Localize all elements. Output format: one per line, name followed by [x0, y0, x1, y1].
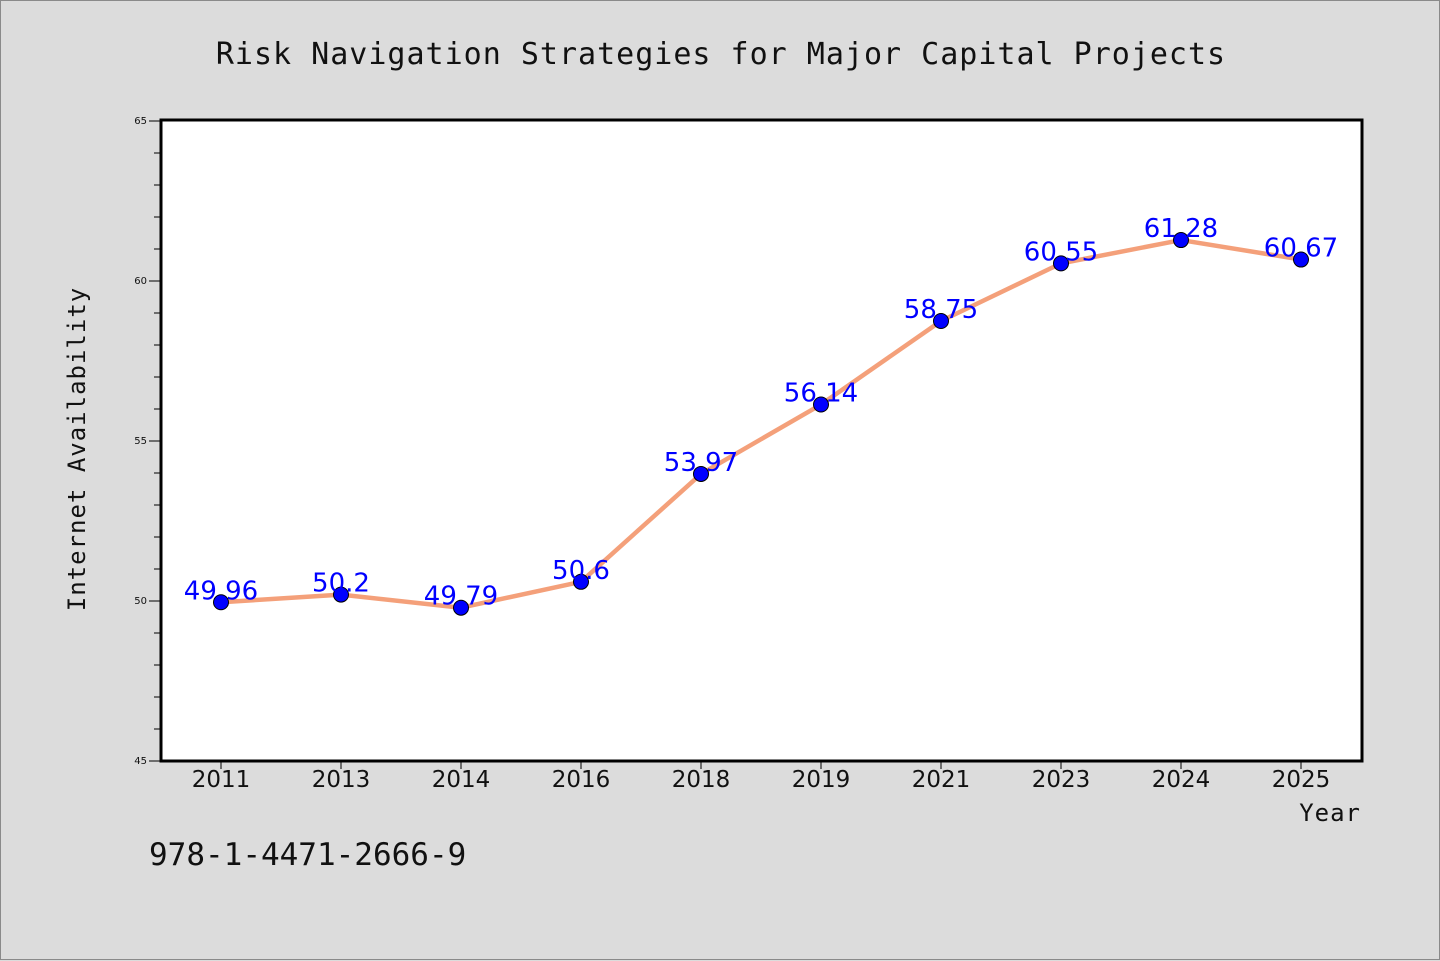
x-tick-label: 2021 — [912, 767, 971, 793]
y-tick-label: 65 — [134, 116, 147, 127]
x-axis: 2011 2013 2014 2016 2018 2019 2021 2023 2024 2025 — [192, 761, 1331, 793]
x-tick-label: 2011 — [192, 767, 251, 793]
x-tick-label: 2024 — [1152, 767, 1211, 793]
data-label: 49.96 — [184, 576, 258, 606]
y-tick-label: 55 — [134, 436, 147, 447]
data-label: 49.79 — [424, 582, 498, 612]
data-label: 53.97 — [664, 448, 738, 478]
data-point — [1053, 255, 1069, 272]
y-tick-label: 60 — [134, 276, 147, 287]
x-tick-label: 2014 — [432, 767, 491, 793]
series-group: 49.96 50.2 49.79 50.6 53.97 56.14 58.75 60.55 61… — [184, 214, 1338, 616]
x-tick-label: 2025 — [1272, 767, 1331, 793]
y-axis: 45 50 55 60 65 — [134, 116, 161, 767]
data-point — [453, 599, 469, 616]
x-tick-label: 2018 — [672, 767, 731, 793]
data-label: 56.14 — [784, 379, 858, 409]
x-tick-label: 2016 — [552, 767, 611, 793]
data-point — [333, 586, 349, 603]
data-point — [1173, 232, 1189, 249]
footer-isbn: 978-1-4471-2666-9 — [149, 837, 466, 873]
series-line — [218, 237, 1304, 610]
data-point — [813, 396, 829, 413]
data-label: 58.75 — [904, 295, 978, 325]
data-label: 60.55 — [1024, 237, 1098, 267]
data-label: 50.2 — [312, 569, 370, 599]
x-tick-label: 2019 — [792, 767, 851, 793]
data-label: 61.28 — [1144, 214, 1218, 244]
data-point — [693, 465, 709, 482]
chart-title: Risk Navigation Strategies for Major Cap… — [216, 37, 1226, 72]
data-label: 60.67 — [1264, 234, 1338, 264]
data-point — [573, 573, 589, 590]
data-point — [213, 594, 229, 611]
y-tick-label: 45 — [134, 756, 147, 767]
data-label: 50.6 — [552, 556, 610, 586]
x-axis-label: Year — [1299, 799, 1361, 827]
y-axis-label: Internet Availability — [63, 287, 91, 611]
data-point — [1293, 251, 1309, 268]
x-tick-label: 2013 — [312, 767, 371, 793]
data-point — [933, 313, 949, 329]
y-tick-label: 50 — [134, 596, 147, 607]
x-tick-label: 2023 — [1032, 767, 1091, 793]
